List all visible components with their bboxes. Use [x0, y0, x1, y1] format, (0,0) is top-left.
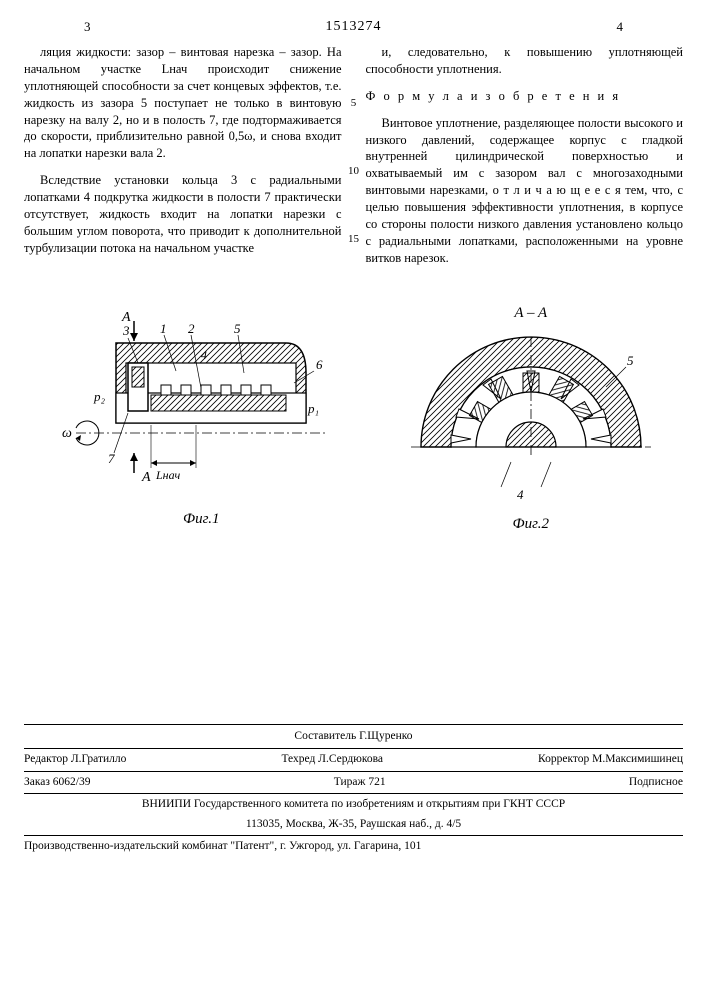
corrector: Корректор М.Максимишинец — [538, 752, 683, 768]
svg-text:4: 4 — [201, 348, 207, 362]
claim-text: Винтовое уплотнение, разделяющее полости… — [366, 115, 684, 267]
footer: Составитель Г.Щуренко Редактор Л.Гратилл… — [24, 724, 683, 858]
org-line: ВНИИПИ Государственного комитета по изоб… — [24, 793, 683, 816]
line-number: 10 — [348, 164, 359, 179]
compiler-line: Составитель Г.Щуренко — [24, 725, 683, 749]
editor: Редактор Л.Гратилло — [24, 752, 126, 768]
header: 3 1513274 4 — [24, 18, 683, 36]
tech: Техред Л.Сердюкова — [281, 752, 382, 768]
order-row: Заказ 6062/39 Тираж 721 Подписное — [24, 771, 683, 794]
svg-text:Lнач: Lнач — [155, 468, 180, 482]
columns-wrap: 5 10 15 ляция жидкости: зазор – винтовая… — [24, 44, 683, 277]
fig2-caption: Фиг.2 — [411, 514, 651, 534]
claims-title: Ф о р м у л а и з о б р е т е н и я — [366, 88, 684, 105]
svg-text:5: 5 — [627, 353, 634, 368]
label-A-bot: A — [141, 470, 151, 485]
svg-text:3: 3 — [122, 323, 130, 338]
paragraph: и, следовательно, к повышению уплотняюще… — [366, 44, 684, 78]
svg-text:1: 1 — [160, 321, 167, 336]
paragraph: Вследствие установки кольца 3 с радиальн… — [24, 172, 342, 256]
svg-text:p₂: p₂ — [93, 389, 106, 404]
svg-text:7: 7 — [108, 451, 115, 466]
bottom-line: Производственно-издательский комбинат "П… — [24, 835, 683, 858]
addr-line: 113035, Москва, Ж-35, Раушская наб., д. … — [24, 816, 683, 836]
order: Заказ 6062/39 — [24, 775, 91, 791]
paragraph: ляция жидкости: зазор – винтовая нарезка… — [24, 44, 342, 162]
right-column: и, следовательно, к повышению уплотняюще… — [366, 44, 684, 277]
svg-text:6: 6 — [316, 357, 323, 372]
svg-text:p₁: p₁ — [307, 401, 319, 416]
fig1-caption: Фиг.1 — [56, 509, 346, 529]
svg-text:2: 2 — [188, 321, 195, 336]
svg-text:4: 4 — [517, 487, 524, 502]
doc-number: 1513274 — [326, 18, 382, 37]
figures-row: A A 3 1 2 5 6 4 7 p₂ p₁ ω Lнач Фиг.1 A –… — [24, 303, 683, 534]
fig1-svg: A A 3 1 2 5 6 4 7 p₂ p₁ ω Lнач — [56, 303, 346, 503]
svg-text:5: 5 — [234, 321, 241, 336]
svg-text:ω: ω — [62, 426, 72, 441]
line-number: 5 — [351, 96, 357, 111]
left-column: ляция жидкости: зазор – винтовая нарезка… — [24, 44, 342, 277]
fig2-svg: 5 4 — [411, 327, 651, 507]
credits-row: Редактор Л.Гратилло Техред Л.Сердюкова К… — [24, 748, 683, 771]
tirazh: Тираж 721 — [334, 775, 386, 791]
figure-1: A A 3 1 2 5 6 4 7 p₂ p₁ ω Lнач Фиг.1 — [56, 303, 346, 534]
figure-2: A – A — [411, 303, 651, 534]
page-right: 4 — [617, 18, 624, 36]
sign: Подписное — [629, 775, 683, 791]
page-left: 3 — [84, 18, 91, 36]
section-label: A – A — [411, 303, 651, 323]
line-number: 15 — [348, 232, 359, 247]
